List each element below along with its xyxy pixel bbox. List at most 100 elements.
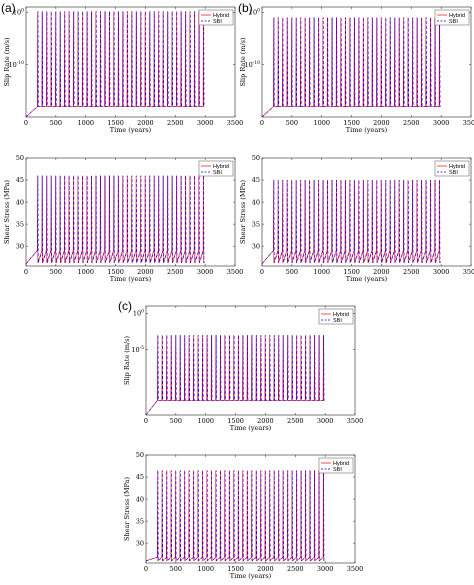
x-tick-label: 3000	[317, 565, 334, 573]
y-tick-label: 40	[252, 198, 260, 206]
y-axis-label: Slip Rate (m/s)	[3, 37, 11, 87]
x-tick-label: 0	[24, 268, 28, 276]
plot-area	[25, 6, 236, 118]
series-sbi-line	[145, 470, 325, 562]
chart-b-slip: 0 500 1000 1500 2000 2500 3000 3500 100 10-10 Time…	[239, 6, 474, 134]
x-tick-label: 2500	[403, 119, 420, 127]
y-tick-label: 50	[16, 154, 24, 162]
x-tick-label: 3000	[433, 119, 450, 127]
legend-label-hybrid: Hybrid	[213, 164, 229, 170]
y-tick-label: 10-5	[131, 345, 144, 354]
chart-b-stress: 0 500 1000 1500 2000 2500 3000 3500 30 35 40 45 50 Ti…	[239, 154, 474, 283]
legend-box	[198, 160, 234, 177]
x-tick-label: 1000	[197, 417, 214, 425]
legend-box	[198, 9, 234, 26]
x-tick-label: 500	[50, 119, 62, 127]
x-tick-label: 2000	[137, 268, 154, 276]
x-tick-label: 3500	[463, 119, 474, 127]
x-tick-label: 2500	[167, 119, 184, 127]
x-tick-label: 2000	[257, 417, 274, 425]
y-tick-label: 45	[252, 176, 260, 184]
legend-box	[434, 9, 470, 26]
x-tick-label: 3500	[227, 119, 244, 127]
y-tick-label: 100	[249, 7, 260, 16]
y-tick-label: 35	[16, 220, 24, 228]
x-axis-label: Time (years)	[346, 275, 388, 283]
legend-label-sbi: SBI	[449, 19, 458, 25]
legend-label-sbi: SBI	[333, 467, 342, 473]
x-tick-label: 0	[144, 417, 148, 425]
y-tick-label: 10-10	[244, 60, 260, 69]
y-tick-label: 40	[136, 495, 144, 503]
x-tick-label: 1500	[343, 119, 360, 127]
x-tick-label: 2000	[257, 565, 274, 573]
y-tick-label: 10-10	[8, 60, 24, 69]
legend-label-hybrid: Hybrid	[333, 312, 349, 318]
x-tick-label: 1500	[227, 417, 244, 425]
legend-label-sbi: SBI	[333, 318, 342, 324]
x-tick-label: 0	[144, 565, 148, 573]
y-axis-label: Slip Rate (m/s)	[123, 336, 131, 386]
y-tick-label: 45	[136, 473, 144, 481]
chart-c-slip: 0 500 1000 1500 2000 2500 3000 3500 100 10-5 Time …	[123, 305, 363, 432]
x-tick-label: 2500	[287, 417, 304, 425]
x-axis-label: Time (years)	[110, 275, 152, 283]
x-tick-label: 2500	[287, 565, 304, 573]
x-tick-label: 3000	[197, 119, 214, 127]
y-tick-label: 30	[252, 242, 260, 250]
series-sbi-line	[25, 11, 205, 118]
legend-label-hybrid: Hybrid	[449, 164, 465, 170]
x-tick-label: 1000	[77, 119, 94, 127]
legend-box	[318, 457, 354, 474]
legend-label-sbi: SBI	[449, 170, 458, 176]
x-tick-label: 1000	[313, 119, 330, 127]
x-tick-label: 2000	[137, 119, 154, 127]
x-tick-label: 500	[286, 119, 298, 127]
legend-label-hybrid: Hybrid	[333, 461, 349, 467]
x-tick-label: 1000	[77, 268, 94, 276]
plot-area	[145, 305, 356, 416]
chart-a-stress: 0 500 1000 1500 2000 2500 3000 3500 30 35 40 45 50 Ti…	[3, 154, 243, 283]
x-tick-label: 3500	[463, 268, 474, 276]
x-tick-label: 1500	[227, 565, 244, 573]
x-tick-label: 3500	[347, 565, 364, 573]
x-tick-label: 500	[50, 268, 62, 276]
x-tick-label: 2500	[167, 268, 184, 276]
x-tick-label: 500	[170, 417, 182, 425]
y-tick-label: 40	[16, 198, 24, 206]
x-tick-label: 1500	[343, 268, 360, 276]
legend-box	[318, 308, 354, 325]
series-sbi-line	[261, 17, 441, 118]
chart-a-slip: 0 500 1000 1500 2000 2500 3000 3500 100 10-10 Time…	[3, 6, 244, 134]
y-tick-label: 30	[136, 539, 144, 547]
x-axis-label: Time (years)	[230, 424, 272, 432]
x-tick-label: 1500	[107, 268, 124, 276]
x-axis-label: Time (years)	[230, 572, 272, 580]
y-tick-label: 50	[252, 154, 260, 162]
x-axis-label: Time (years)	[110, 126, 152, 134]
x-tick-label: 3000	[433, 268, 450, 276]
panel-label-c: (c)	[118, 299, 132, 313]
y-axis-label: Shear Stress (MPa)	[239, 180, 247, 244]
x-tick-label: 3500	[227, 268, 244, 276]
x-tick-label: 3000	[317, 417, 334, 425]
x-tick-label: 0	[260, 268, 264, 276]
x-tick-label: 2500	[403, 268, 420, 276]
x-tick-label: 2000	[373, 268, 390, 276]
y-tick-label: 100	[13, 7, 24, 16]
series-sbi-line	[145, 335, 325, 416]
x-axis-label: Time (years)	[346, 126, 388, 134]
x-tick-label: 1000	[313, 268, 330, 276]
x-tick-label: 2000	[373, 119, 390, 127]
legend-label-sbi: SBI	[213, 170, 222, 176]
x-tick-label: 0	[24, 119, 28, 127]
legend-label-hybrid: Hybrid	[213, 13, 229, 19]
y-axis-label: Slip Rate (m/s)	[239, 37, 247, 87]
x-tick-label: 1500	[107, 119, 124, 127]
x-tick-label: 500	[286, 268, 298, 276]
